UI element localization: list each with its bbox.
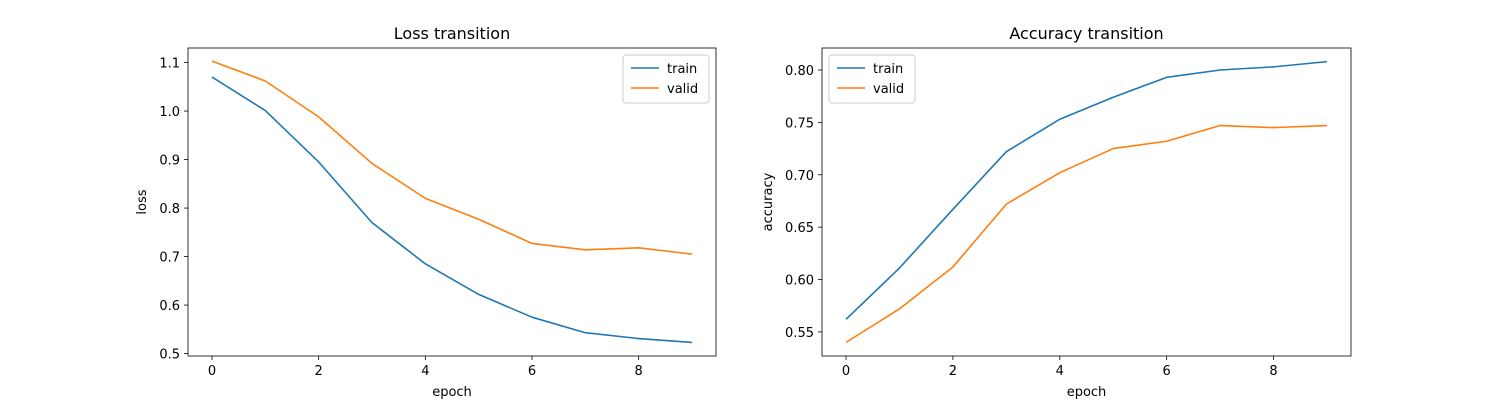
loss-legend-label-valid: valid [667,82,698,97]
accuracy-x-tick-label: 2 [949,364,957,379]
loss-plot-frame [187,47,717,357]
accuracy-plot-frame [821,47,1352,357]
loss-x-tick-label: 6 [528,364,536,379]
accuracy-x-tick-label: 8 [1269,364,1277,379]
accuracy-series-train-line [845,60,1328,320]
loss-y-tick-label: 0.5 [159,348,180,363]
loss-y-tick-label: 0.6 [159,299,180,314]
loss-legend-label-train: train [667,62,697,77]
accuracy-chart-title: Accuracy transition [1009,24,1163,43]
loss-chart: Loss transition 0 2 4 6 8 0.5 0.6 0.7 0.8 0.9 1.0 1.… [135,24,717,400]
accuracy-y-tick-label: 0.65 [785,221,814,236]
accuracy-chart: Accuracy transition 0 2 4 6 8 0.55 0.60 0.65 0.70… [761,24,1352,400]
loss-y-tick-label: 1.0 [159,105,180,120]
loss-y-tick-label: 0.9 [159,154,180,169]
loss-x-tick-label: 8 [635,364,643,379]
accuracy-y-tick-label: 0.55 [785,326,814,341]
loss-x-tick-label: 2 [315,364,323,379]
accuracy-legend-label-valid: valid [873,82,904,97]
accuracy-x-tick-label: 0 [842,364,850,379]
accuracy-y-tick-label: 0.60 [785,274,814,289]
accuracy-y-axis-label: accuracy [761,172,776,231]
accuracy-legend-box [828,54,916,104]
loss-legend-box [622,54,710,104]
loss-series-train-line [211,76,693,344]
accuracy-series-valid-line [845,124,1327,344]
accuracy-y-tick-label: 0.80 [785,64,814,79]
accuracy-legend-label-train: train [873,62,903,77]
accuracy-y-tick-label: 0.75 [785,116,814,131]
loss-y-tick-label: 1.1 [159,57,180,72]
accuracy-legend: train valid [828,54,916,104]
loss-x-axis-label: epoch [432,385,472,400]
accuracy-x-tick-label: 4 [1056,364,1064,379]
loss-y-axis-label: loss [135,189,150,214]
loss-chart-title: Loss transition [394,24,510,43]
loss-legend: train valid [622,54,710,104]
accuracy-y-tick-label: 0.70 [785,169,814,184]
accuracy-x-tick-label: 6 [1163,364,1171,379]
loss-x-tick-label: 4 [421,364,429,379]
loss-y-tick-label: 0.8 [159,202,180,217]
accuracy-x-axis-label: epoch [1067,385,1107,400]
loss-x-tick-label: 0 [208,364,216,379]
loss-y-tick-label: 0.7 [159,251,180,266]
loss-series-valid-line [211,60,693,255]
